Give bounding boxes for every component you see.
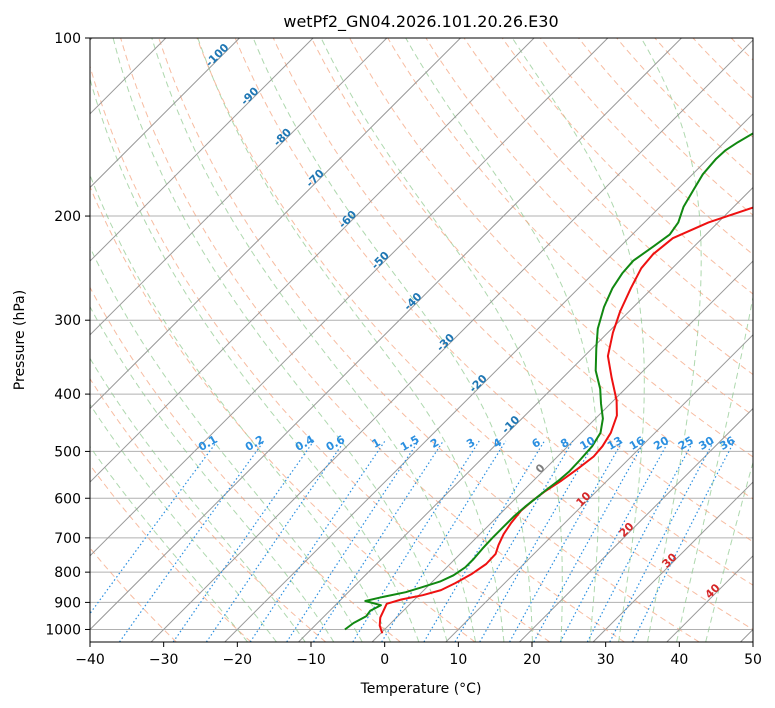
x-axis-label: Temperature (°C) — [360, 681, 482, 697]
x-tick-label: −30 — [149, 652, 179, 668]
y-tick-label: 300 — [54, 313, 81, 329]
isotherm-line — [224, 113, 753, 642]
mixing-ratio-line — [479, 440, 597, 642]
dry-adiabat-line — [158, 38, 700, 642]
isotherm-line — [90, 38, 388, 336]
isotherms — [90, 38, 753, 642]
x-tick-label: −20 — [223, 652, 253, 668]
isotherm-line — [519, 407, 753, 642]
moist-adiabat-line — [90, 357, 306, 642]
moist-adiabat-line — [90, 403, 277, 642]
grid-lines — [90, 38, 753, 630]
dry-adiabat-line — [616, 38, 753, 177]
dry-adiabat-line — [234, 38, 753, 586]
y-tick-label: 900 — [54, 595, 81, 611]
isotherm-line — [90, 38, 240, 189]
dry-adiabat-line — [425, 38, 753, 376]
moist-adiabat-line — [90, 173, 392, 642]
y-tick-label: 500 — [54, 444, 81, 460]
mixing-ratio-line — [423, 440, 546, 642]
moist-adiabat-line — [90, 445, 248, 642]
mixing-ratio-line — [454, 440, 574, 642]
y-axis-label: Pressure (hPa) — [12, 290, 28, 390]
isotherm-line — [90, 38, 461, 410]
dry-adiabat-line — [272, 38, 753, 543]
x-axis: −40 −30 −20 −10 0 10 20 30 40 50 — [75, 642, 762, 668]
mixing-ratio-line — [381, 440, 507, 642]
dry-adiabat-line — [349, 38, 753, 458]
moist-adiabat-line — [405, 38, 600, 642]
moist-adiabat-line — [676, 294, 753, 642]
isotherm-line — [90, 38, 314, 262]
dry-adiabat-line — [463, 38, 753, 335]
moist-adiabat-line — [90, 305, 335, 642]
dry-adiabat-line — [90, 464, 252, 642]
x-tick-label: 50 — [744, 652, 762, 668]
isotherm-line — [445, 334, 753, 642]
dry-adiabat-line — [539, 38, 753, 256]
moist-adiabat-line — [705, 460, 753, 642]
isotherm-line — [90, 38, 682, 631]
dewpoint-profile-line — [344, 132, 753, 631]
mixing-ratio-line — [172, 440, 315, 642]
temperature-profile-line — [378, 206, 753, 634]
dry-adiabats — [90, 38, 753, 642]
dry-adiabat-line — [120, 38, 625, 642]
dry-adiabat-line — [387, 38, 753, 416]
isotherm-line — [90, 38, 609, 557]
mixing-ratio-line — [533, 440, 646, 642]
y-tick-label: 200 — [54, 209, 81, 225]
dry-adiabat-line — [90, 185, 476, 642]
x-tick-label: −10 — [296, 652, 326, 668]
isotherm-line — [90, 38, 535, 483]
moist-adiabat-line — [511, 38, 645, 642]
chart-title: wetPf2_GN04.2026.101.20.26.E30 — [283, 12, 558, 32]
mixing-ratio-line — [312, 440, 444, 642]
y-axis: 100 200 300 400 500 600 700 800 900 1000 — [45, 31, 90, 638]
mixing-ratio-line — [205, 440, 346, 642]
y-tick-label: 100 — [54, 31, 81, 47]
y-tick-label: 1000 — [45, 622, 81, 638]
dry-adiabat-line — [90, 286, 401, 642]
x-tick-label: −40 — [75, 652, 105, 668]
y-tick-label: 700 — [54, 531, 81, 547]
mixing-ratio-line — [509, 440, 624, 642]
mixing-ratio-line — [632, 440, 736, 642]
mixing-ratio-line — [286, 440, 420, 642]
y-tick-label: 800 — [54, 565, 81, 581]
isotherm-line — [298, 186, 753, 642]
moist-adiabat-line — [197, 38, 505, 642]
isotherm-line — [371, 260, 753, 642]
y-tick-label: 600 — [54, 491, 81, 507]
isotherm-line — [150, 39, 753, 642]
moist-adiabat-line — [112, 38, 448, 642]
isotherm-line — [592, 481, 753, 642]
mixing-ratio-line — [352, 440, 480, 642]
mixing-ratio-line — [249, 440, 386, 642]
profile-series — [344, 132, 753, 634]
moist-adiabat-line — [252, 38, 533, 642]
y-tick-label: 400 — [54, 387, 81, 403]
x-tick-label: 20 — [523, 652, 541, 668]
dry-adiabat-line — [90, 64, 551, 642]
x-tick-label: 0 — [380, 652, 389, 668]
x-tick-label: 30 — [597, 652, 615, 668]
mixing-ratio-lines — [90, 440, 736, 642]
mixing-ratio-line — [90, 440, 218, 615]
moist-adiabat-line — [640, 38, 702, 642]
plot-frame — [89, 37, 754, 643]
x-tick-label: 40 — [670, 652, 688, 668]
dry-adiabat-line — [578, 38, 753, 216]
x-tick-label: 10 — [449, 652, 467, 668]
moist-adiabat-line — [90, 246, 363, 642]
